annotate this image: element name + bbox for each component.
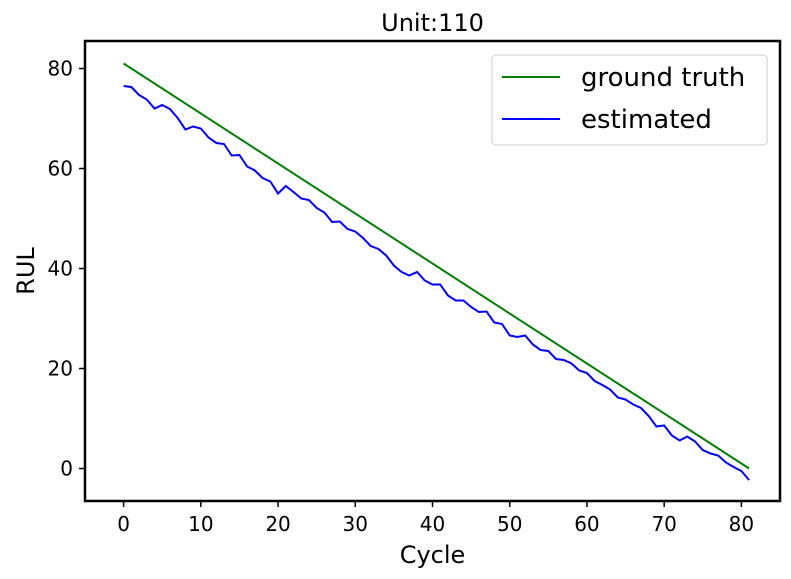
x-tick-label: 20: [265, 512, 290, 536]
legend-box: [491, 54, 768, 146]
x-tick-label: 70: [651, 512, 676, 536]
y-tick-label: 60: [48, 157, 73, 181]
x-tick-label: 30: [343, 512, 368, 536]
y-tick-label: 40: [48, 257, 73, 281]
legend-label: estimated: [581, 105, 712, 135]
y-axis-label: RUL: [12, 247, 40, 295]
y-axis: 0 20 40 60 80: [48, 57, 85, 481]
plot-area: [123, 62, 750, 481]
y-tick-label: 80: [48, 57, 73, 81]
x-tick-label: 10: [188, 512, 213, 536]
x-axis: 0 10 20 30 40 50 60 70 80: [117, 501, 754, 536]
x-axis-label: Cycle: [400, 541, 466, 569]
x-tick-label: 40: [420, 512, 445, 536]
chart-title: Unit:110: [381, 9, 484, 37]
legend-label: ground truth: [581, 63, 745, 93]
series-line-estimated: [123, 85, 750, 481]
x-tick-label: 0: [117, 512, 130, 536]
y-tick-label: 20: [48, 357, 73, 381]
series-line-ground-truth: [123, 62, 750, 470]
legend: ground truth estimated: [491, 54, 768, 146]
x-tick-label: 60: [574, 512, 599, 536]
x-tick-label: 80: [729, 512, 754, 536]
x-tick-label: 50: [497, 512, 522, 536]
y-tick-label: 0: [60, 457, 73, 481]
